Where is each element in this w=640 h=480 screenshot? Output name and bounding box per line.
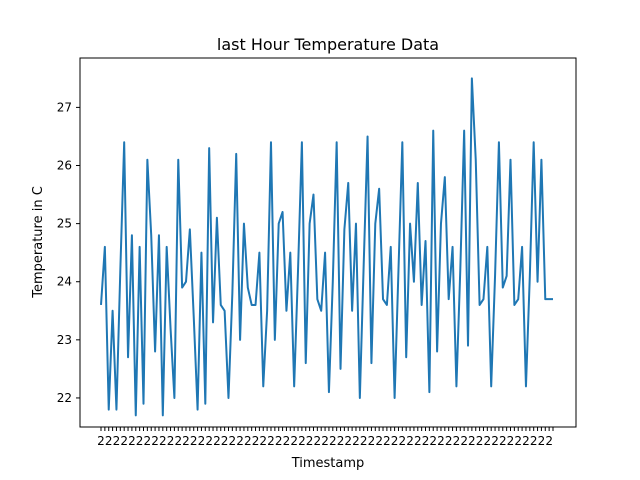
temperature-series-line: [100, 77, 553, 417]
x-tick-label: 2: [522, 434, 530, 448]
x-tick-label: 2: [144, 434, 152, 448]
x-tick-label: 2: [422, 434, 430, 448]
x-tick-label: 2: [221, 434, 229, 448]
x-tick-label: 2: [484, 434, 492, 448]
x-tick-label: 2: [429, 434, 437, 448]
y-tick-label: 22: [57, 391, 72, 405]
x-tick-label: 2: [538, 434, 546, 448]
chart-title: last Hour Temperature Data: [217, 35, 439, 54]
x-tick-label: 2: [399, 434, 407, 448]
x-tick-label: 2: [414, 434, 422, 448]
x-tick-label: 2: [344, 434, 352, 448]
x-tick-label: 2: [514, 434, 522, 448]
x-tick-label: 2: [375, 434, 383, 448]
x-tick-label: 2: [453, 434, 461, 448]
y-axis: 22 23 24 25 26 27: [57, 100, 80, 405]
x-tick-label: 2: [445, 434, 453, 448]
x-tick-label: 2: [352, 434, 360, 448]
x-tick-label: 2: [306, 434, 314, 448]
x-tick-label: 2: [159, 434, 167, 448]
y-axis-label: Temperature in C: [31, 186, 46, 299]
x-tick-label: 2: [290, 434, 298, 448]
x-tick-label: 2: [120, 434, 128, 448]
x-tick-label: 2: [198, 434, 206, 448]
x-tick-label: 2: [321, 434, 329, 448]
y-tick-label: 24: [57, 275, 72, 289]
x-tick-label: 2: [174, 434, 182, 448]
x-axis-label: Timestamp: [291, 456, 365, 471]
x-tick-label: 2: [329, 434, 337, 448]
y-tick-label: 26: [57, 159, 72, 173]
y-tick-label: 27: [57, 100, 72, 114]
y-tick-label: 23: [57, 333, 72, 347]
x-tick-label: 2: [97, 434, 105, 448]
x-tick-label: 2: [252, 434, 260, 448]
x-tick-label: 2: [530, 434, 538, 448]
x-tick-label: 2: [383, 434, 391, 448]
x-tick-label: 2: [182, 434, 190, 448]
x-tick-label: 2: [128, 434, 136, 448]
x-tick-label: 2: [468, 434, 476, 448]
x-tick-label: 2: [460, 434, 468, 448]
x-tick-label: 2: [205, 434, 213, 448]
x-tick-label: 2: [298, 434, 306, 448]
x-tick-label: 2: [391, 434, 399, 448]
x-tick-label: 2: [337, 434, 345, 448]
x-tick-label: 2: [105, 434, 113, 448]
x-tick-label: 2: [368, 434, 376, 448]
x-tick-label: 2: [213, 434, 221, 448]
x-tick-label: 2: [491, 434, 499, 448]
x-tick-label: 2: [190, 434, 198, 448]
x-tick-label: 2: [229, 434, 237, 448]
x-tick-label: 2: [136, 434, 144, 448]
x-tick-label: 2: [314, 434, 322, 448]
x-tick-label: 2: [267, 434, 275, 448]
x-tick-label: 2: [283, 434, 291, 448]
x-tick-label: 2: [360, 434, 368, 448]
x-tick-label: 2: [545, 434, 553, 448]
x-tick-label: 2: [236, 434, 244, 448]
x-tick-label: 2: [437, 434, 445, 448]
x-tick-label: 2: [507, 434, 515, 448]
x-tick-label: 2: [499, 434, 507, 448]
y-tick-label: 25: [57, 217, 72, 231]
x-tick-label: 2: [151, 434, 159, 448]
x-tick-label: 2: [167, 434, 175, 448]
x-tick-label: 2: [476, 434, 484, 448]
x-tick-label: 2: [113, 434, 121, 448]
x-tick-label: 2: [275, 434, 283, 448]
x-tick-label: 2: [406, 434, 414, 448]
x-tick-label: 2: [244, 434, 252, 448]
series-group: [100, 77, 553, 417]
x-tick-label: 2: [259, 434, 267, 448]
